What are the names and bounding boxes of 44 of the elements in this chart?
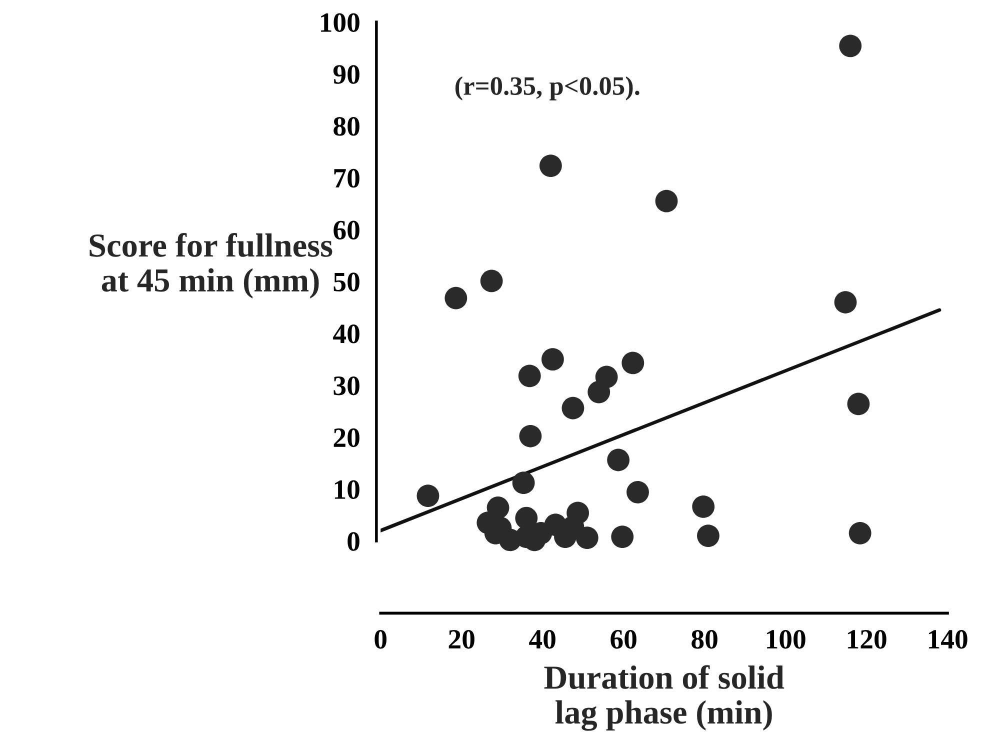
x-axis-title: Duration of solid lag phase (min) — [544, 665, 784, 731]
x-tick-label: 120 — [848, 630, 886, 649]
x-tick-label: 140 — [928, 630, 968, 649]
y-tick-label: 60 — [334, 220, 360, 240]
point — [611, 526, 634, 548]
point — [839, 34, 862, 58]
point — [416, 484, 440, 508]
x-tick-label: 80 — [692, 630, 718, 649]
point — [519, 424, 542, 448]
point — [626, 480, 649, 504]
point — [542, 348, 564, 371]
y-tick-label: 0 — [348, 532, 360, 551]
y-tick-label: 10 — [334, 480, 360, 499]
y-axis-title: Score for fullness at 45 min (mm) — [90, 233, 332, 298]
point — [539, 154, 562, 177]
y-tick-label: 20 — [334, 428, 360, 448]
point — [692, 496, 715, 518]
y-tick-label: 30 — [334, 376, 360, 396]
point — [848, 522, 872, 544]
point — [847, 392, 870, 416]
point — [697, 524, 720, 547]
point — [480, 270, 503, 292]
x-tick-label: 40 — [529, 630, 556, 649]
x-tick-label: 100 — [766, 630, 806, 649]
point — [512, 472, 535, 494]
point — [655, 190, 678, 212]
point — [444, 286, 468, 310]
y-tick-label: 100 — [321, 13, 360, 32]
y-tick-label: 80 — [334, 116, 360, 136]
x-tick-label: 60 — [610, 630, 636, 649]
annotation: (r=0.35, p<0.05). — [455, 76, 640, 100]
point — [834, 291, 857, 314]
y-tick-label: 90 — [333, 65, 360, 84]
y-tick-label: 50 — [334, 272, 360, 292]
point — [588, 380, 610, 404]
point — [515, 506, 538, 530]
y-tick-label: 70 — [334, 168, 360, 188]
y-tick-label: 40 — [333, 324, 360, 344]
point — [607, 448, 630, 472]
point — [518, 364, 541, 388]
x-tick-label: 0 — [374, 630, 386, 649]
point — [562, 396, 584, 420]
x-tick-label: 20 — [448, 630, 474, 649]
point — [622, 352, 644, 374]
